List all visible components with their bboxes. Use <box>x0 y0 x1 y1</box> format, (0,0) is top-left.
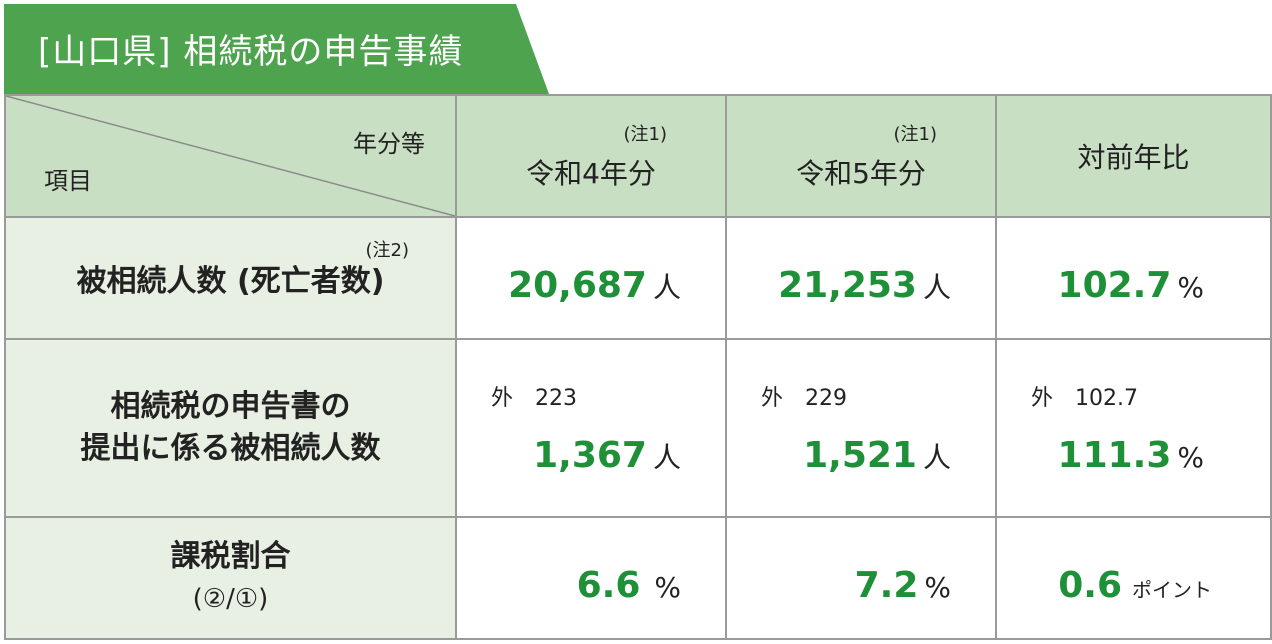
row-label-line: 課税割合 <box>170 539 291 574</box>
title-banner <box>4 4 549 94</box>
value-unit: % <box>1177 441 1204 474</box>
outer-label: 外 <box>761 386 784 411</box>
value-cell: 外 229 1,521 人 <box>725 338 997 518</box>
corner-label-period: 年分等 <box>353 130 425 158</box>
value-cell: 外 102.7 111.3% <box>995 338 1272 518</box>
table-header-row: 年分等 項目 (注1) 令和4年分 (注1) 令和5年分 対前年比 <box>4 94 1272 218</box>
value-cell: 20,687 人 <box>455 216 727 340</box>
outer-label: 外 <box>1031 386 1054 411</box>
column-header-r5: (注1) 令和5年分 <box>725 94 997 218</box>
value-number: 1,521 <box>803 435 917 476</box>
outer-number: 229 <box>805 386 848 411</box>
value-cell: 外 223 1,367 人 <box>455 338 727 518</box>
value-cell: 7.2% <box>725 516 997 640</box>
outer-value: 外 223 <box>491 380 577 412</box>
row-label: 課税割合 (②/①) <box>6 536 455 620</box>
row-label-sub: (②/①) <box>192 584 269 614</box>
value-unit: 人 <box>922 271 951 304</box>
value-number: 1,367 <box>533 435 647 476</box>
value-unit: % <box>1177 271 1204 304</box>
column-note: (注1) <box>893 124 938 145</box>
value-group: 1,367 人 <box>533 435 681 476</box>
value-unit: 人 <box>652 271 681 304</box>
value-group: 102.7% <box>1058 265 1204 306</box>
value-group: 7.2% <box>855 565 951 606</box>
value-unit: % <box>654 571 681 604</box>
row-label: 被相続人数 (死亡者数) <box>76 264 385 300</box>
table-row: (注2) 被相続人数 (死亡者数) 20,687 人 21,253 人 102.7% <box>4 216 1272 340</box>
value-number: 6.6 <box>576 565 641 606</box>
value-cell: 102.7% <box>995 216 1272 340</box>
column-label: 令和4年分 <box>526 157 656 190</box>
value-unit: % <box>924 571 951 604</box>
value-number: 7.2 <box>854 565 919 606</box>
page-title: [山口県] 相続税の申告事績 <box>38 32 464 72</box>
diagonal-divider <box>6 96 455 216</box>
column-label: 対前年比 <box>1077 141 1190 174</box>
row-label-cell: (注2) 被相続人数 (死亡者数) <box>4 216 457 340</box>
table-row: 課税割合 (②/①) 6.6% 7.2% 0.6 ポイント <box>4 516 1272 640</box>
column-label: 令和5年分 <box>796 157 926 190</box>
value-cell: 0.6 ポイント <box>995 516 1272 640</box>
row-label-line: 相続税の申告書の <box>110 389 351 424</box>
value-cell: 6.6% <box>455 516 727 640</box>
value-number: 0.6 <box>1058 565 1122 606</box>
outer-number: 102.7 <box>1075 386 1138 411</box>
outer-value: 外 102.7 <box>1031 380 1138 412</box>
value-group: 21,253 人 <box>778 265 951 306</box>
value-cell: 21,253 人 <box>725 216 997 340</box>
corner-label-item: 項目 <box>44 167 92 195</box>
value-unit: 人 <box>922 441 951 474</box>
row-label-cell: 相続税の申告書の 提出に係る被相続人数 <box>4 338 457 518</box>
outer-label: 外 <box>491 386 514 411</box>
row-label-line: 提出に係る被相続人数 <box>80 431 381 466</box>
value-number: 21,253 <box>778 265 917 306</box>
tax-summary-table: 年分等 項目 (注1) 令和4年分 (注1) 令和5年分 対前年比 (注2) 被… <box>4 94 1272 640</box>
corner-cell: 年分等 項目 <box>4 94 457 218</box>
column-header-r4: (注1) 令和4年分 <box>455 94 727 218</box>
table-row: 相続税の申告書の 提出に係る被相続人数 外 223 1,367 人 外 229 1,52… <box>4 338 1272 518</box>
row-label: 相続税の申告書の 提出に係る被相続人数 <box>6 386 455 470</box>
value-unit: ポイント <box>1132 578 1212 602</box>
value-number: 20,687 <box>508 265 647 306</box>
value-group: 0.6 ポイント <box>1058 565 1212 606</box>
column-header-yoy: 対前年比 <box>995 94 1272 218</box>
value-number: 102.7 <box>1057 265 1172 306</box>
value-unit: 人 <box>652 441 681 474</box>
value-group: 111.3% <box>1058 435 1204 476</box>
value-group: 20,687 人 <box>508 265 681 306</box>
value-number: 111.3 <box>1057 435 1172 476</box>
value-group: 1,521 人 <box>803 435 951 476</box>
column-note: (注1) <box>623 124 668 145</box>
row-note: (注2) <box>365 240 410 261</box>
value-group: 6.6% <box>577 565 681 606</box>
outer-number: 223 <box>535 386 578 411</box>
row-label-cell: 課税割合 (②/①) <box>4 516 457 640</box>
outer-value: 外 229 <box>761 380 847 412</box>
